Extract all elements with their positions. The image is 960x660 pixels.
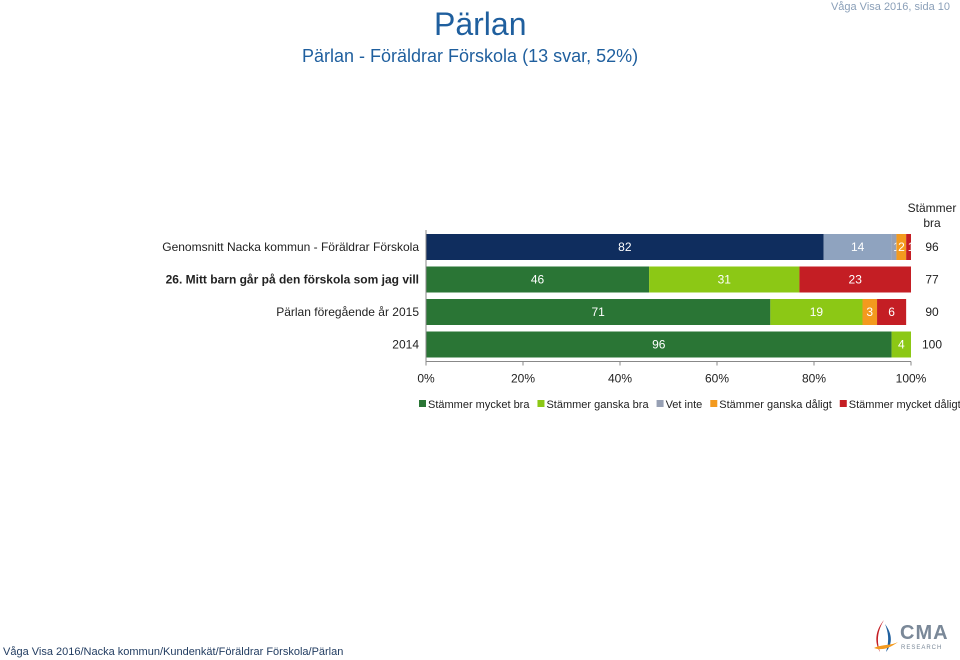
bar-segment bbox=[877, 299, 907, 325]
legend-swatch bbox=[839, 400, 847, 407]
row-total-value: 96 bbox=[925, 240, 939, 254]
bar-segment-value: 71 bbox=[591, 305, 605, 319]
cma-logo: CMA RESEARCH bbox=[870, 618, 954, 658]
bar-segment-value: 96 bbox=[652, 338, 666, 352]
cma-logo-subtext: RESEARCH bbox=[901, 645, 943, 651]
bar-segment-value: 14 bbox=[851, 240, 865, 254]
row-label: 2014 bbox=[392, 338, 419, 352]
legend-swatch bbox=[537, 400, 545, 407]
legend-swatch bbox=[656, 400, 664, 407]
bar-segment bbox=[426, 234, 824, 260]
bar-segment bbox=[426, 331, 892, 358]
bar-segment-value: 0 bbox=[913, 338, 920, 352]
footer-path: Våga Visa 2016/Nacka kommun/Kundenkät/Fö… bbox=[3, 646, 344, 658]
bar-segment-value: 2 bbox=[898, 240, 905, 254]
bar-segment bbox=[426, 266, 650, 293]
row-total-value: 77 bbox=[925, 273, 939, 287]
bar-segment bbox=[891, 234, 897, 260]
legend-label: Stämmer ganska dåligt bbox=[719, 399, 832, 411]
legend-swatch bbox=[419, 400, 426, 407]
bar-segment-value: 82 bbox=[618, 240, 632, 254]
bar-segment-value: 3 bbox=[866, 305, 873, 319]
x-tick-label: 80% bbox=[802, 372, 826, 386]
bar-segment bbox=[426, 299, 771, 325]
row-label: Pärlan föregående år 2015 bbox=[276, 305, 419, 319]
row-label: Genomsnitt Nacka kommun - Föräldrar Förs… bbox=[162, 240, 419, 254]
total-column-header-line-1: Stämmer bbox=[908, 201, 957, 215]
bar-segment-value: 23 bbox=[849, 273, 863, 287]
legend-label: Vet inte bbox=[666, 399, 703, 411]
row-total-value: 90 bbox=[925, 305, 939, 319]
x-tick-label: 0% bbox=[417, 372, 435, 386]
x-tick-label: 100% bbox=[896, 372, 927, 386]
page-title: Pärlan bbox=[434, 6, 527, 42]
legend-label: Stämmer mycket bra bbox=[428, 399, 530, 411]
bar-segment-value: 31 bbox=[718, 273, 732, 287]
bar-segment bbox=[770, 299, 863, 325]
page-subtitle: Pärlan - Föräldrar Förskola (13 svar, 52… bbox=[302, 46, 639, 66]
row-total-value: 100 bbox=[922, 338, 942, 352]
cma-logo-text: CMA bbox=[900, 622, 949, 644]
x-tick-label: 40% bbox=[608, 372, 632, 386]
legend-label: Stämmer ganska bra bbox=[546, 399, 649, 411]
bar-segment bbox=[862, 299, 878, 325]
cma-logo-icon bbox=[874, 620, 898, 652]
row-label: 26. Mitt barn går på den förskola som ja… bbox=[166, 273, 419, 287]
bar-segment-value: 46 bbox=[531, 273, 545, 287]
page-reference: Våga Visa 2016, sida 10 bbox=[830, 1, 950, 13]
bar-segment bbox=[891, 331, 911, 358]
bar-segment bbox=[799, 266, 911, 293]
x-tick-label: 20% bbox=[511, 372, 535, 386]
bar-segment-value: 19 bbox=[810, 305, 824, 319]
bar-segment-value: 4 bbox=[898, 338, 905, 352]
bar-segment-value: 6 bbox=[888, 305, 895, 319]
bar-segment bbox=[906, 234, 911, 260]
bar-segment-value: 1 bbox=[908, 240, 915, 254]
total-column-header-line-2: bra bbox=[923, 216, 941, 230]
bar-segment bbox=[823, 234, 892, 260]
legend-label: Stämmer mycket dåligt bbox=[849, 399, 960, 411]
bar-segment bbox=[896, 234, 907, 260]
legend-swatch bbox=[710, 400, 718, 407]
x-tick-label: 60% bbox=[705, 372, 729, 386]
bar-segment bbox=[649, 266, 800, 293]
